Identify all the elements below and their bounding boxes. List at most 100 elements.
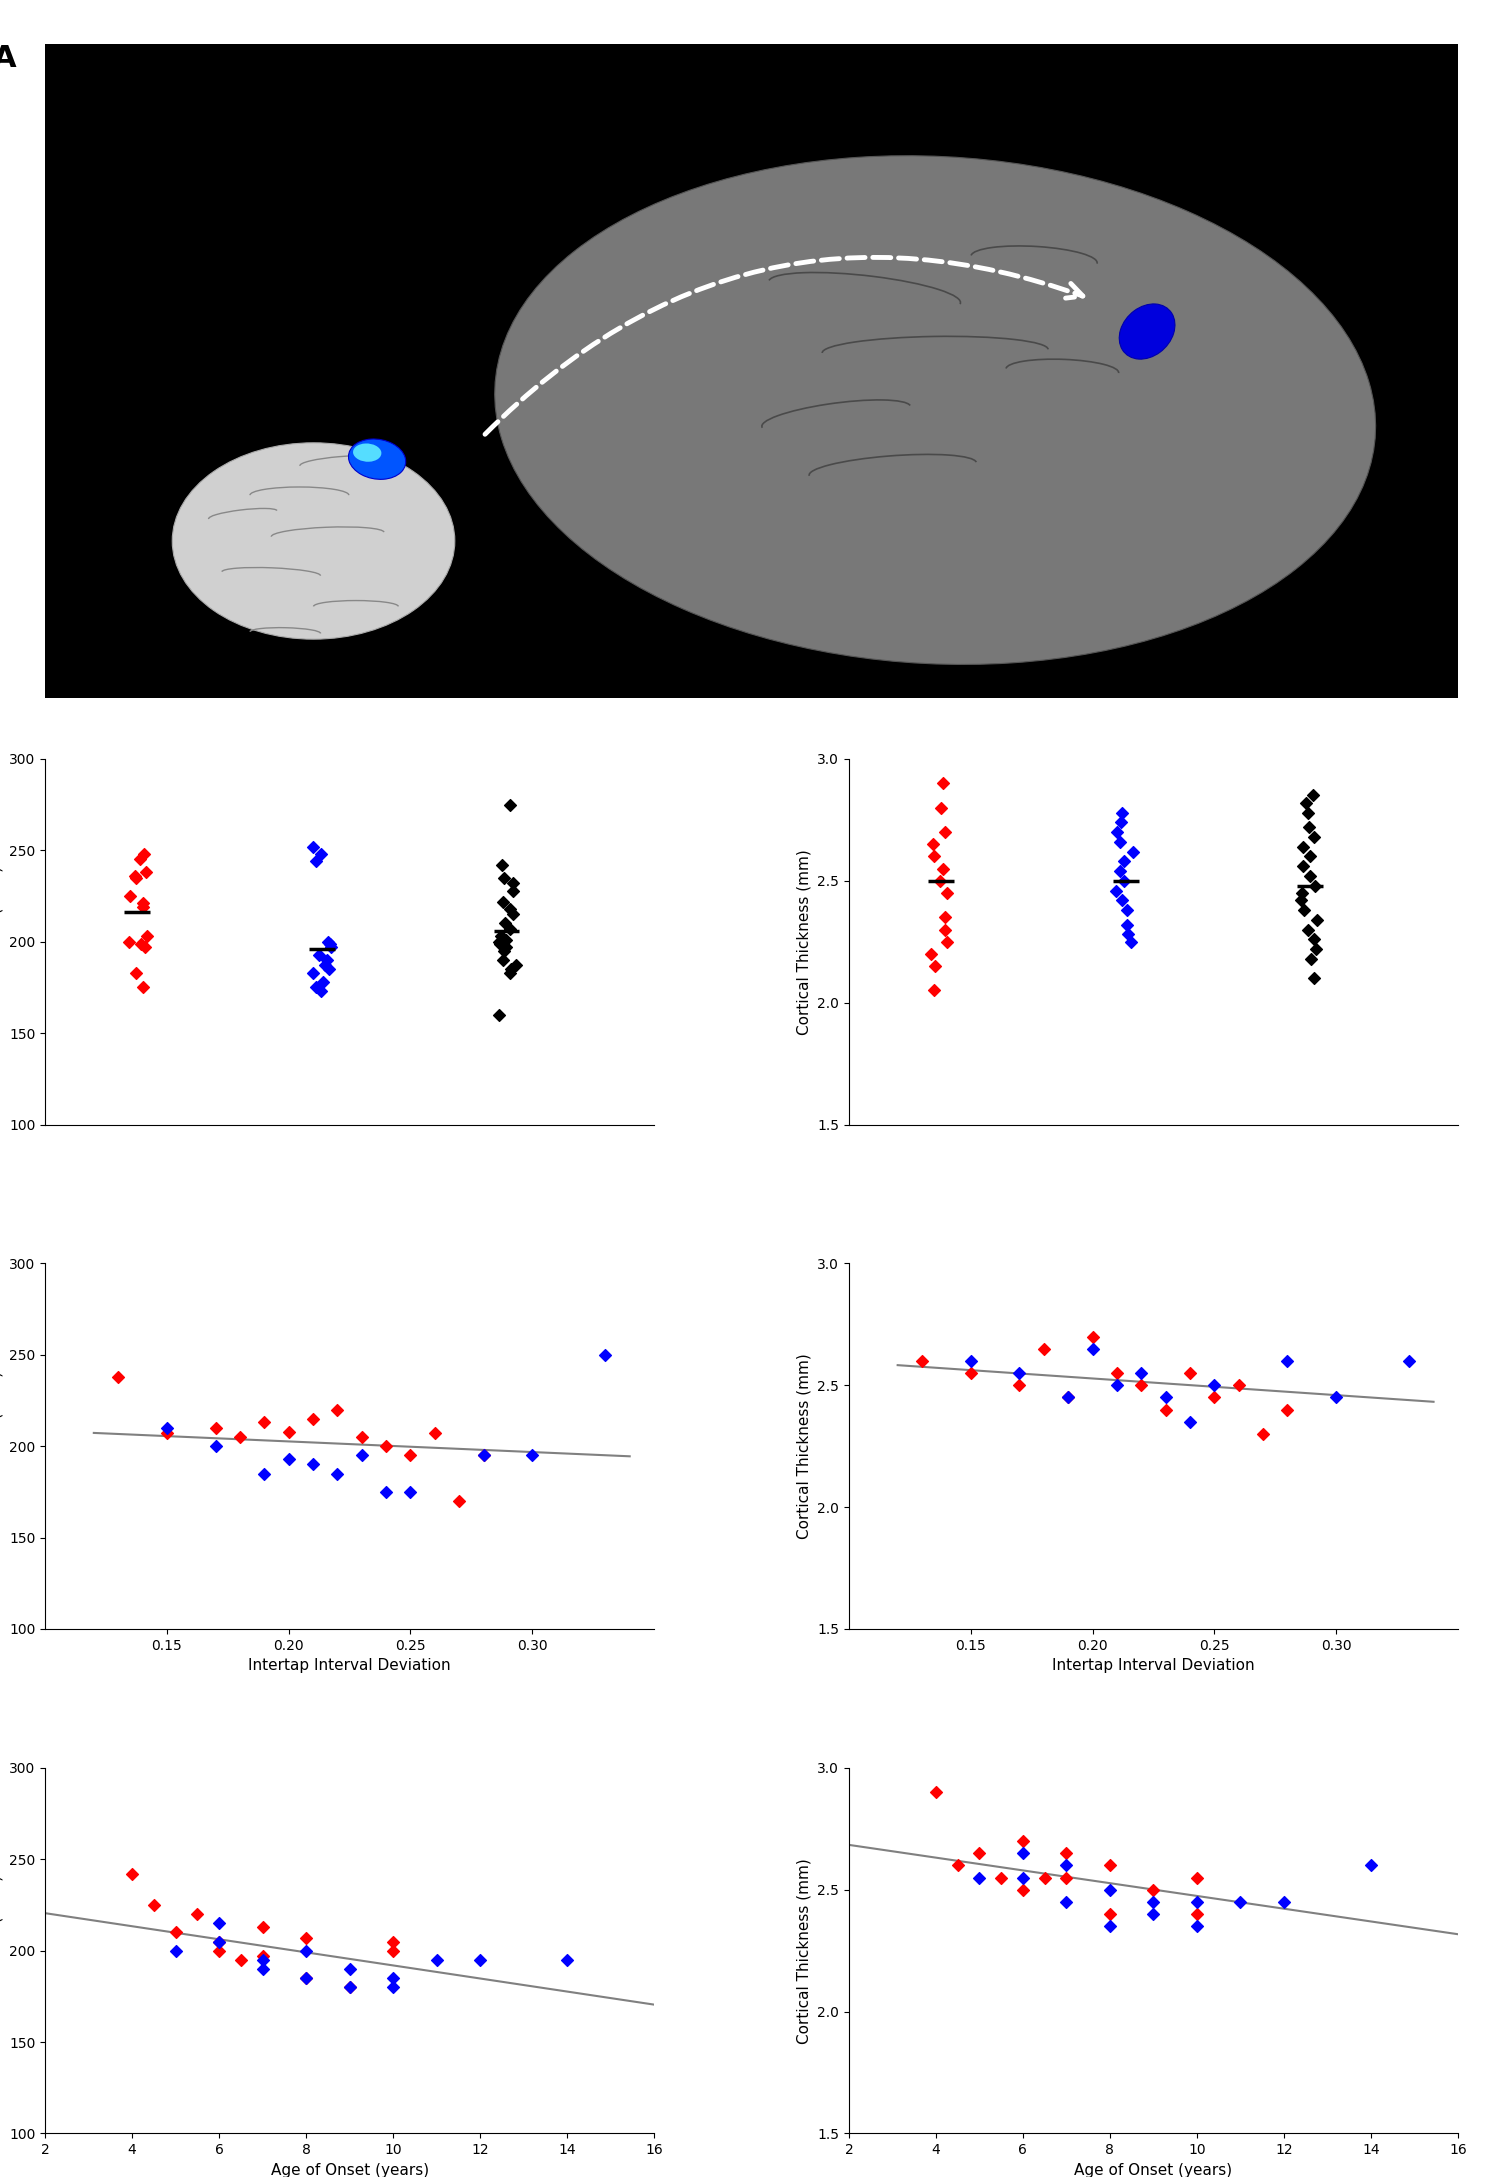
Point (968, 1835, 992, 1870)
Point (1007, 1356, 1031, 1391)
Point (313, 947, 337, 982)
Point (207, 1924, 231, 1959)
Point (1297, 912, 1321, 947)
Point (1129, 1356, 1153, 1391)
Point (491, 943, 516, 977)
Point (1154, 1393, 1178, 1428)
Point (107, 1358, 131, 1393)
Point (1105, 873, 1129, 908)
Point (398, 1474, 422, 1509)
Point (1305, 932, 1329, 967)
Point (1184, 1909, 1208, 1944)
Point (1141, 1896, 1165, 1931)
Legend: ET, LT, NM: ET, LT, NM (1006, 760, 1084, 847)
Point (1012, 1872, 1036, 1907)
Ellipse shape (494, 157, 1375, 664)
Point (1120, 925, 1144, 960)
Point (1178, 1404, 1202, 1439)
Point (500, 873, 525, 908)
Point (959, 1356, 983, 1391)
Point (350, 1439, 374, 1474)
Point (317, 925, 341, 960)
Point (125, 956, 149, 991)
X-axis label: Age of Onset (years): Age of Onset (years) (271, 2162, 428, 2177)
Point (251, 1951, 275, 1985)
Point (308, 973, 332, 1008)
Point (1115, 908, 1139, 943)
Point (929, 864, 953, 899)
Point (935, 875, 959, 910)
Point (1081, 1319, 1105, 1354)
Point (490, 884, 514, 919)
Point (1291, 893, 1315, 927)
Y-axis label: Cortical Thickness (mm): Cortical Thickness (mm) (797, 1354, 812, 1539)
Point (382, 1933, 406, 1968)
Point (251, 1940, 275, 1975)
Point (1129, 1367, 1153, 1402)
Point (1097, 1909, 1121, 1944)
Point (1288, 884, 1312, 919)
Point (472, 1439, 496, 1474)
Point (1302, 819, 1326, 853)
Point (1109, 795, 1133, 829)
Point (117, 925, 141, 960)
Point (504, 947, 528, 982)
Point (959, 1343, 983, 1378)
Point (921, 838, 945, 873)
Point (1184, 1859, 1208, 1894)
Point (490, 847, 514, 882)
Point (1031, 1332, 1055, 1367)
Point (251, 1909, 275, 1944)
Y-axis label: Surface Area (mm²): Surface Area (mm²) (0, 1874, 3, 2027)
Point (374, 1474, 398, 1509)
Point (253, 1404, 277, 1439)
Point (494, 930, 519, 964)
Point (930, 851, 954, 886)
Point (1184, 1896, 1208, 1931)
Point (989, 1859, 1013, 1894)
Y-axis label: Surface Area (mm²): Surface Area (mm²) (0, 866, 3, 1017)
Point (1359, 1848, 1383, 1883)
Point (129, 925, 153, 960)
Point (1097, 1872, 1121, 1907)
Point (164, 1933, 188, 1968)
Point (491, 934, 516, 969)
Point (932, 912, 956, 947)
Point (1291, 849, 1315, 884)
Point (1250, 1417, 1275, 1452)
Point (500, 866, 525, 901)
Point (320, 930, 344, 964)
Ellipse shape (353, 444, 382, 462)
Point (499, 890, 523, 925)
Point (134, 856, 158, 890)
Point (1290, 875, 1314, 910)
Point (1299, 838, 1323, 873)
Point (1007, 1367, 1031, 1402)
Point (338, 1951, 362, 1985)
Point (316, 943, 340, 977)
Point (1297, 858, 1321, 893)
Point (228, 1419, 253, 1454)
Point (1109, 884, 1133, 919)
Point (1202, 1380, 1226, 1415)
Point (1108, 853, 1132, 888)
Point (1097, 1848, 1121, 1883)
Point (1184, 1885, 1208, 1920)
Point (135, 919, 159, 954)
Point (164, 1916, 188, 1951)
Point (1154, 1380, 1178, 1415)
Point (1305, 903, 1329, 938)
Point (935, 925, 959, 960)
Point (1033, 1859, 1057, 1894)
Point (203, 1428, 227, 1463)
Point (1112, 864, 1136, 899)
FancyArrowPatch shape (485, 257, 1082, 433)
Point (1117, 917, 1141, 951)
Point (1228, 1885, 1252, 1920)
Point (497, 956, 522, 991)
Point (131, 886, 155, 921)
Point (909, 1343, 933, 1378)
Point (277, 1441, 301, 1476)
Point (207, 1905, 231, 1940)
Point (1226, 1367, 1250, 1402)
